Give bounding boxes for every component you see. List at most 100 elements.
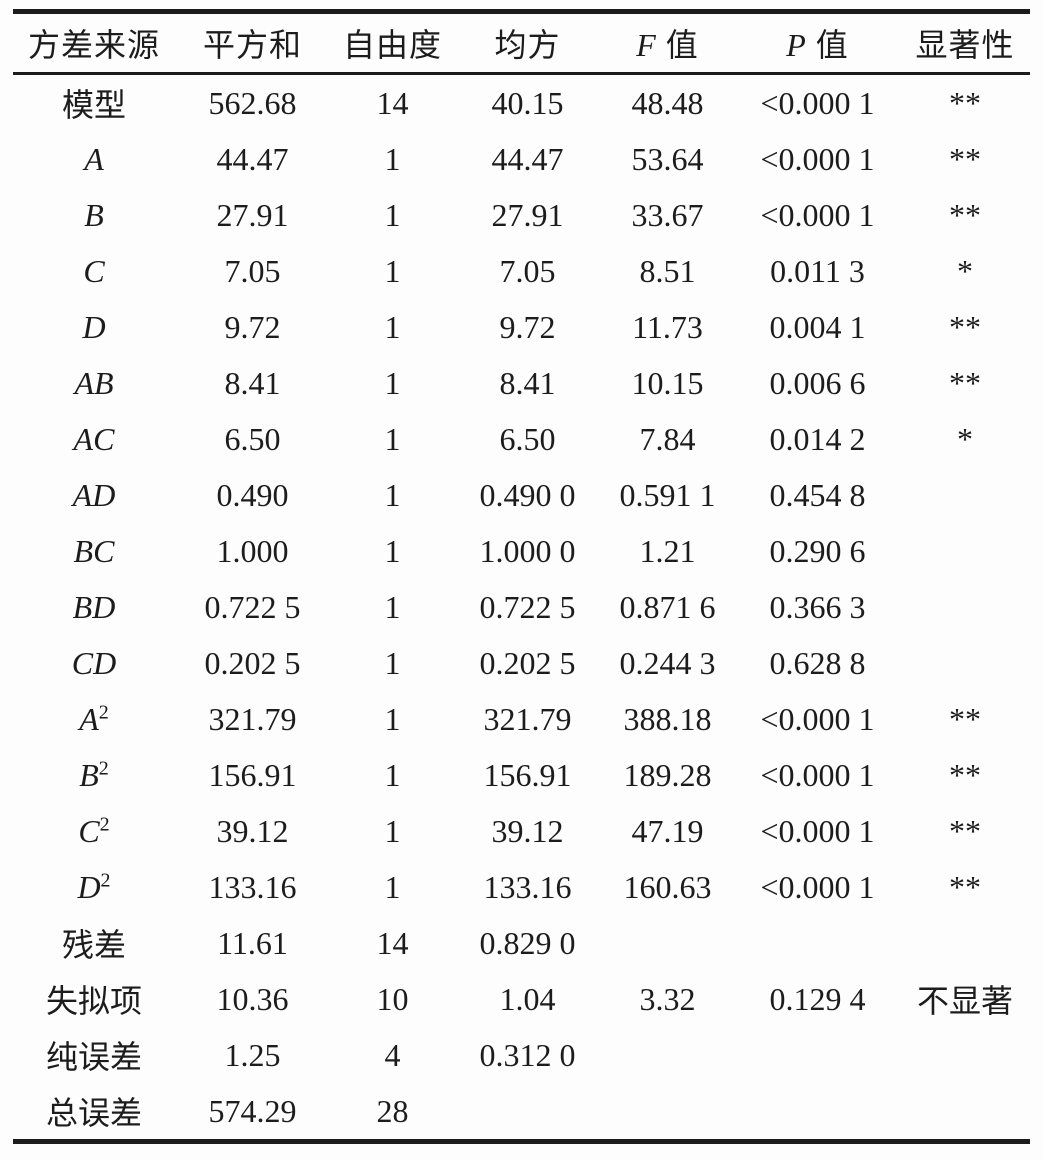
p-symbol: P [786,27,807,63]
cell-f-value: 388.18 [623,700,712,737]
cell-source: AD [13,467,175,523]
cell-significance: ** [949,756,981,793]
cell-source: 纯误差 [13,1027,175,1083]
table-row: D 9.72 1 9.72 11.73 0.004 1 ** [13,299,1030,355]
header-label: 平方和 [202,27,302,63]
source-label: C [83,252,105,289]
table-body: 模型 562.68 14 40.15 48.48 <0.000 1 ** A 44.47 1 44.… [13,74,1030,1142]
cell-sum-of-squares: 0.490 [216,476,289,513]
anova-table: 方差来源 平方和 自由度 均方 F 值 P 值 显著性 模型 562.68 14 40… [13,9,1030,1144]
cell-significance: ** [949,868,981,905]
cell-f-value: 0.871 6 [619,588,716,625]
cell-degrees-of-freedom: 1 [384,644,401,681]
cell-mean-square: 133.16 [483,868,572,905]
table-row: 纯误差 1.25 4 0.312 0 [13,1027,1030,1083]
source-label: C [78,812,100,849]
cell-mean-square: 0.490 0 [479,476,576,513]
header-label: 均方 [494,27,561,63]
cell-significance: ** [949,196,981,233]
table-row: D2 133.16 1 133.16 160.63 <0.000 1 ** [13,859,1030,915]
cell-p-value: 0.014 2 [769,420,866,457]
cell-mean-square [455,1083,600,1142]
table-row: AC 6.50 1 6.50 7.84 0.014 2 * [13,411,1030,467]
table-row: C 7.05 1 7.05 8.51 0.011 3 * [13,243,1030,299]
cell-degrees-of-freedom: 14 [376,84,409,121]
cell-p-value: 0.004 1 [769,308,866,345]
cell-sum-of-squares: 10.36 [216,980,289,1017]
table-row: 总误差 574.29 28 [13,1083,1030,1142]
table-header: 方差来源 平方和 自由度 均方 F 值 P 值 显著性 [13,11,1030,75]
cell-sum-of-squares: 156.91 [208,756,297,793]
header-row: 方差来源 平方和 自由度 均方 F 值 P 值 显著性 [13,11,1030,75]
cell-significance [900,915,1030,971]
source-label: A [84,140,104,177]
cell-source: C2 [13,803,175,859]
cell-sum-of-squares: 1.000 [216,532,289,569]
cell-significance [900,635,1030,691]
cell-degrees-of-freedom: 1 [384,140,401,177]
cell-mean-square: 0.722 5 [479,588,576,625]
cell-degrees-of-freedom: 1 [384,476,401,513]
col-header-sum-of-squares: 平方和 [175,11,330,75]
cell-p-value [735,1027,900,1083]
source-label: 纯误差 [45,1039,142,1075]
cell-mean-square: 6.50 [499,420,556,457]
source-superscript: 2 [98,700,109,723]
cell-significance: 不显著 [916,983,1013,1019]
source-superscript: 2 [100,868,111,891]
cell-significance: ** [949,140,981,177]
cell-mean-square: 44.47 [491,140,564,177]
table-row: 模型 562.68 14 40.15 48.48 <0.000 1 ** [13,74,1030,132]
cell-mean-square: 0.202 5 [479,644,576,681]
cell-source: CD [13,635,175,691]
cell-degrees-of-freedom: 28 [376,1092,409,1129]
cell-significance: ** [949,700,981,737]
table-row: A2 321.79 1 321.79 388.18 <0.000 1 ** [13,691,1030,747]
cell-source: 模型 [13,74,175,132]
cell-significance: * [957,252,973,289]
cell-p-value: <0.000 1 [760,140,875,177]
cell-f-value: 53.64 [631,140,704,177]
cell-p-value: 0.011 3 [770,252,865,289]
cell-sum-of-squares: 6.50 [224,420,281,457]
cell-mean-square: 7.05 [499,252,556,289]
cell-f-value: 1.21 [639,532,696,569]
cell-source: 失拟项 [13,971,175,1027]
cell-p-value: 0.129 4 [769,980,866,1017]
cell-significance: * [957,420,973,457]
cell-f-value: 48.48 [631,84,704,121]
cell-significance [900,579,1030,635]
cell-degrees-of-freedom: 1 [384,364,401,401]
cell-significance: ** [949,364,981,401]
cell-mean-square: 39.12 [491,812,564,849]
cell-p-value: 0.366 3 [769,588,866,625]
source-label: AC [73,420,115,457]
cell-f-value: 8.51 [639,252,696,289]
cell-p-value: <0.000 1 [760,196,875,233]
cell-degrees-of-freedom: 1 [384,308,401,345]
cell-f-value: 3.32 [639,980,696,1017]
table-row: AD 0.490 1 0.490 0 0.591 1 0.454 8 [13,467,1030,523]
cell-degrees-of-freedom: 1 [384,196,401,233]
cell-degrees-of-freedom: 1 [384,868,401,905]
cell-f-value: 47.19 [631,812,704,849]
col-header-f-value: F 值 [600,11,735,75]
source-label: 失拟项 [45,983,142,1019]
cell-source: C [13,243,175,299]
cell-significance [900,1027,1030,1083]
source-label: BC [73,532,115,569]
table-row: 残差 11.61 14 0.829 0 [13,915,1030,971]
cell-p-value: 0.290 6 [769,532,866,569]
cell-f-value: 0.591 1 [619,476,716,513]
cell-source: A2 [13,691,175,747]
header-label: 方差来源 [27,27,160,63]
cell-sum-of-squares: 0.722 5 [204,588,301,625]
table-row: A 44.47 1 44.47 53.64 <0.000 1 ** [13,131,1030,187]
cell-degrees-of-freedom: 10 [376,980,409,1017]
source-label: 残差 [61,927,126,963]
cell-sum-of-squares: 321.79 [208,700,297,737]
cell-mean-square: 156.91 [483,756,572,793]
cell-significance [900,1083,1030,1142]
table-row: B 27.91 1 27.91 33.67 <0.000 1 ** [13,187,1030,243]
col-header-significance: 显著性 [900,11,1030,75]
